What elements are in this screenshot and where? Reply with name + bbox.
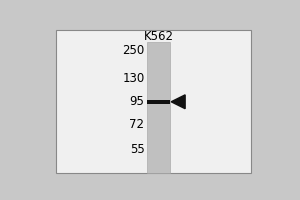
Polygon shape [171,95,185,109]
Text: 55: 55 [130,143,145,156]
Text: 250: 250 [122,44,145,57]
Text: 72: 72 [130,118,145,131]
Bar [147,42,170,173]
Text: 95: 95 [130,95,145,108]
Text: K562: K562 [143,30,173,43]
Bar [56,30,251,173]
Text: 130: 130 [122,72,145,85]
Bar [147,100,170,104]
